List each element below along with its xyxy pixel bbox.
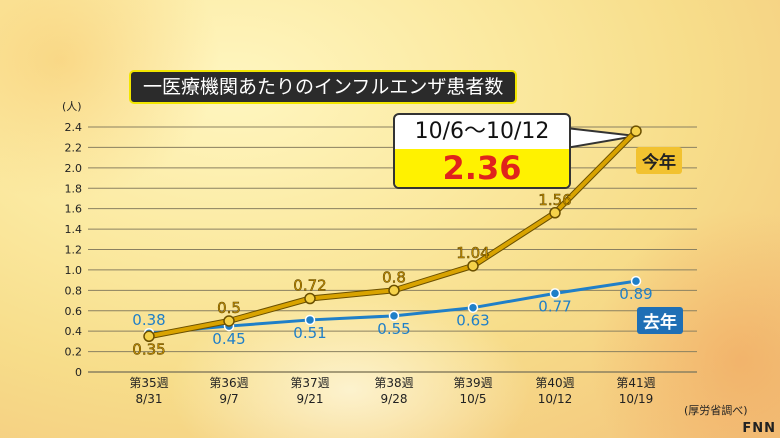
y-tick-label: 1.0 xyxy=(65,264,83,277)
x-tick-week: 第36週 xyxy=(209,376,248,390)
data-point xyxy=(388,310,400,322)
x-tick-date: 10/19 xyxy=(619,392,654,406)
x-tick-week: 第37週 xyxy=(290,376,329,390)
data-label: 0.8 xyxy=(382,268,406,286)
data-label: 0.38 xyxy=(132,311,165,329)
data-label: 0.5 xyxy=(217,299,241,317)
y-tick-label: 0.4 xyxy=(65,325,83,338)
callout-period: 10/6〜10/12 xyxy=(414,119,550,144)
data-label: 0.35 xyxy=(132,340,165,358)
data-label: 0.72 xyxy=(293,277,326,295)
data-point xyxy=(304,314,316,326)
x-tick-date: 8/31 xyxy=(136,392,163,406)
data-point xyxy=(549,288,561,299)
data-label: 0.45 xyxy=(212,330,245,348)
data-label: 0.77 xyxy=(538,297,571,315)
data-label: 0.89 xyxy=(619,285,652,303)
y-tick-label: 1.8 xyxy=(65,182,83,195)
data-label: 1.56 xyxy=(538,191,571,209)
latest-value-callout: 10/6〜10/12 2.36 xyxy=(393,113,571,189)
x-tick-date: 9/28 xyxy=(381,392,408,406)
data-point xyxy=(223,315,235,327)
source-note: (厚労省調べ) xyxy=(684,404,748,417)
data-label: 0.63 xyxy=(456,312,489,330)
x-tick-date: 10/5 xyxy=(460,392,487,406)
y-tick-label: 2.2 xyxy=(65,141,83,154)
x-tick-week: 第38週 xyxy=(374,376,413,390)
callout-value: 2.36 xyxy=(395,149,569,187)
x-tick-week: 第40週 xyxy=(535,376,574,390)
data-point xyxy=(467,302,479,313)
x-tick-date: 9/7 xyxy=(219,392,238,406)
data-label: 1.04 xyxy=(456,244,489,262)
data-label: 0.55 xyxy=(377,320,410,338)
data-point xyxy=(143,330,155,343)
chart-title: 一医療機関あたりのインフルエンザ患者数 xyxy=(129,70,518,104)
y-tick-label: 2.4 xyxy=(65,121,83,134)
y-tick-label: 1.2 xyxy=(65,244,83,257)
data-point xyxy=(388,284,400,297)
y-axis-unit: (人) xyxy=(62,100,82,113)
x-tick-week: 第41週 xyxy=(616,376,655,390)
data-point xyxy=(549,207,561,219)
y-tick-label: 0.2 xyxy=(65,346,83,359)
legend-this-year: 今年 xyxy=(636,147,682,174)
y-tick-label: 0.8 xyxy=(65,284,83,297)
y-tick-label: 1.4 xyxy=(65,223,83,236)
x-tick-date: 10/12 xyxy=(538,392,573,406)
y-tick-label: 1.6 xyxy=(65,203,83,216)
data-label: 0.51 xyxy=(293,324,326,342)
x-tick-week: 第39週 xyxy=(453,376,492,390)
data-point xyxy=(630,275,642,287)
data-point xyxy=(304,292,316,305)
data-point xyxy=(467,260,479,272)
brand-logo: FNN xyxy=(742,421,776,436)
x-tick-week: 第35週 xyxy=(129,376,168,390)
y-tick-label: 0 xyxy=(75,366,82,379)
y-tick-label: 0.6 xyxy=(65,305,83,318)
y-tick-label: 2.0 xyxy=(65,162,83,175)
x-tick-date: 9/21 xyxy=(297,392,324,406)
legend-last-year: 去年 xyxy=(637,307,683,334)
data-point xyxy=(630,125,642,137)
